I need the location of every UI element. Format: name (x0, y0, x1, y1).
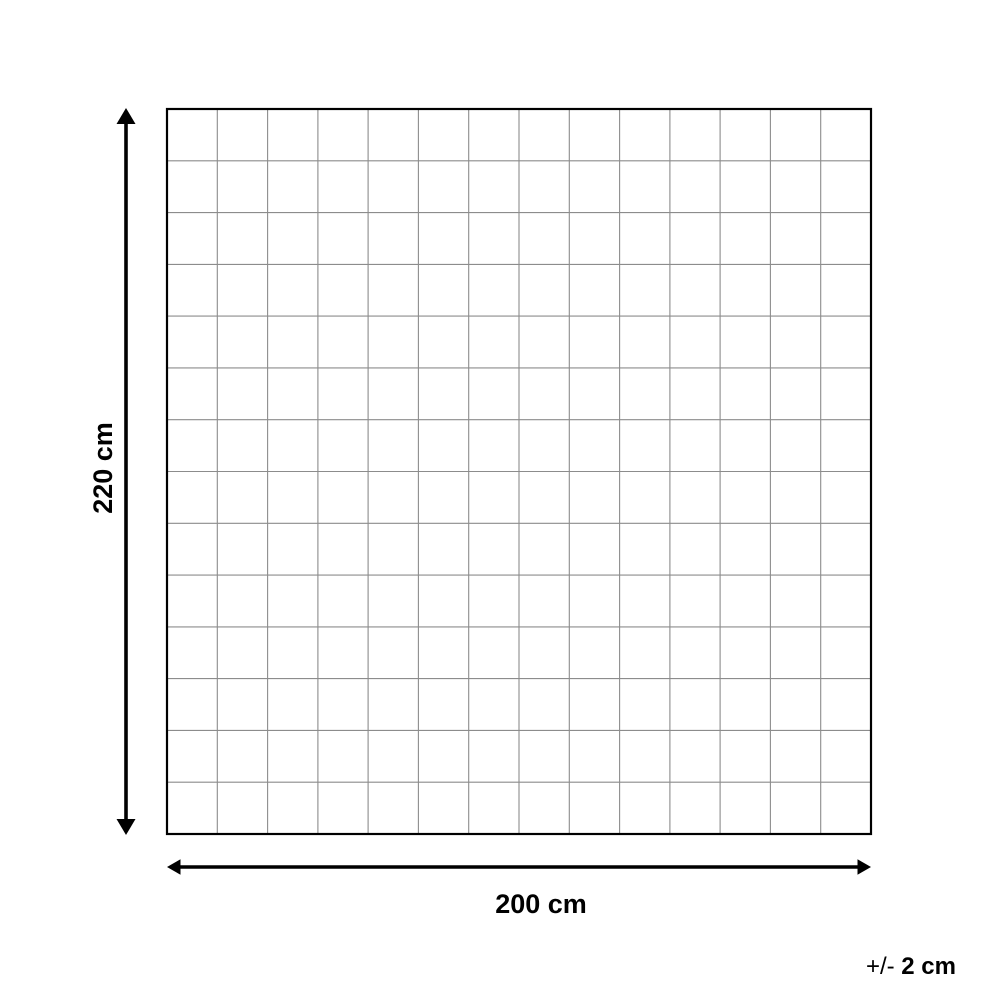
svg-text:200 cm: 200 cm (495, 889, 587, 919)
svg-text:220 cm: 220 cm (88, 422, 118, 514)
svg-text:+/- 2 cm: +/- 2 cm (866, 953, 956, 980)
